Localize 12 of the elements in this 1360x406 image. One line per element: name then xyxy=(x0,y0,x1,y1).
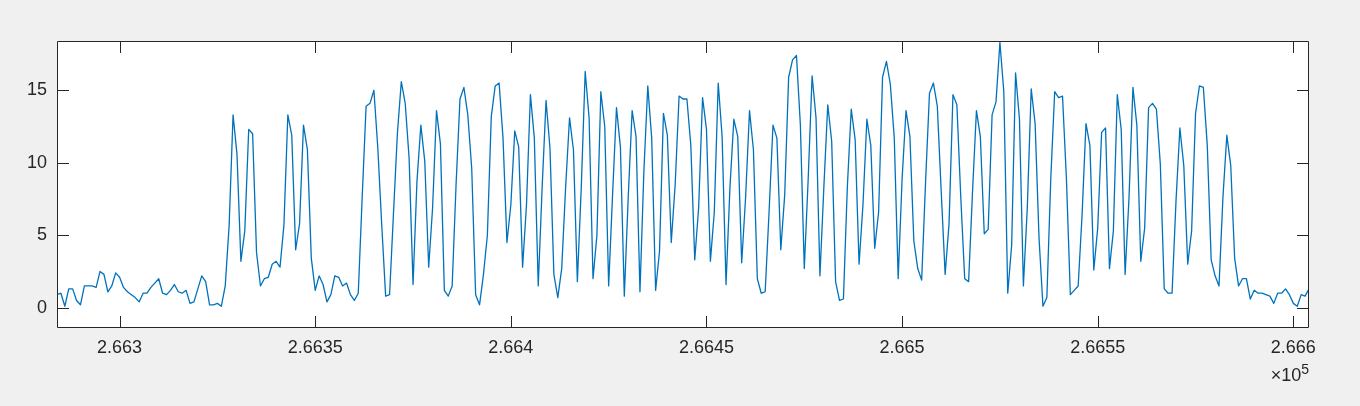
x-tick-label: 2.6655 xyxy=(1070,336,1126,357)
x-tick-label: 2.6635 xyxy=(287,336,343,357)
text: ×10$^{5}$ xyxy=(1270,361,1309,385)
y-tick-label: 10 xyxy=(26,151,47,172)
x-tick-label: 2.6645 xyxy=(678,336,735,357)
y-tick-label: 0 xyxy=(36,296,47,317)
x-tick-label: 2.663 xyxy=(97,336,143,357)
y-tick-label: 5 xyxy=(36,224,47,245)
x-tick-label: 2.665 xyxy=(879,336,925,357)
y-tick-label: 15 xyxy=(26,79,47,100)
x-tick-label: 2.666 xyxy=(1270,336,1316,357)
x-tick-label: 2.664 xyxy=(488,336,534,357)
